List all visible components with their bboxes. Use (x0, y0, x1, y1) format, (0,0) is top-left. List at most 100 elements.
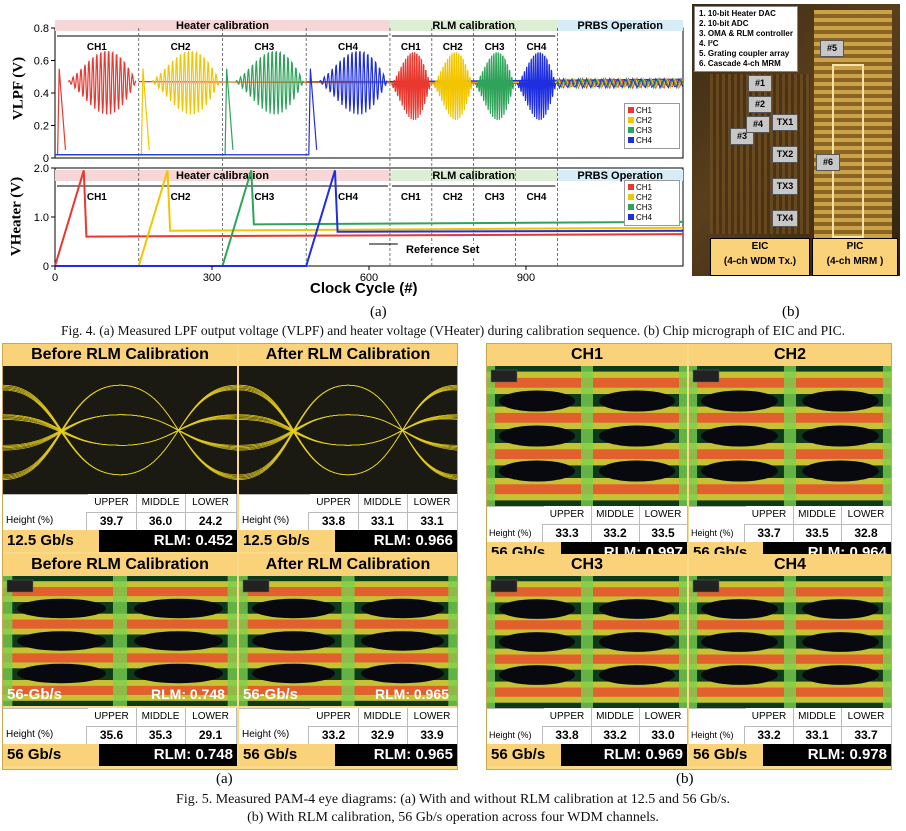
data-rate: 56 Gb/s (3, 744, 99, 766)
channel-label: CH4 (338, 42, 358, 53)
ylabel-vlpf: VLPF (V) (10, 56, 27, 121)
fig5-caption-line1: Fig. 5. Measured PAM-4 eye diagrams: (a)… (176, 792, 730, 807)
pic-waveguide (832, 64, 864, 238)
height-table: UPPER MIDDLE LOWER Height (%) 39.7 36.0 … (3, 494, 237, 531)
phase-band (55, 20, 390, 31)
chip-tag: #5 (820, 40, 844, 57)
reference-set-label: Reference Set (406, 244, 480, 256)
eye-pattern (487, 576, 687, 708)
channel-label: CH4 (526, 42, 546, 53)
vlpf-trace (235, 50, 304, 115)
channel-label: CH2 (171, 192, 191, 203)
ytick-label-top: 0.4 (34, 88, 49, 100)
eye-rate-label: 56-Gb/s (7, 686, 63, 703)
height-table: UPPER MIDDLE LOWER Height (%) 33.8 33.2 … (487, 708, 688, 745)
xtick-label: 300 (203, 272, 221, 284)
tx-tag: TX2 (772, 146, 798, 163)
height-table: UPPER MIDDLE LOWER Height (%) 33.2 33.1 … (689, 708, 892, 745)
chip-legend-item: 6. Cascade 4-ch MRM (699, 59, 781, 68)
chip-legend-item: 4. I²C (699, 39, 719, 48)
data-rate: 56 Gb/s (689, 744, 763, 766)
phase-band (557, 170, 683, 181)
fig5a-panel: Before RLM Calibration After RLM Calibra… (2, 343, 458, 770)
eye-rlm-label: RLM: 0.748 (151, 686, 225, 702)
ytick-label-top: 0.2 (34, 121, 49, 133)
eye-diagram (689, 366, 891, 506)
ytick-label-top: 0.6 (34, 56, 49, 68)
channel-label: CH1 (87, 42, 107, 53)
chip-tag: #4 (746, 116, 770, 133)
vlpf-prbs-trace (556, 76, 684, 90)
fig5-sub-a: (a) (216, 771, 233, 787)
height-table: UPPER MIDDLE LOWER Height (%) 33.8 33.1 … (239, 494, 458, 531)
channel-label: CH3 (485, 192, 505, 203)
fig4a-calibration-chart: Heater calibration RLM calibration PRBS Op… (34, 20, 684, 284)
ytick-label-bottom: 0 (43, 261, 49, 273)
vlpf-trace (55, 68, 318, 156)
pic-label: PIC (4-ch MRM ) (812, 238, 898, 276)
vheater-trace (54, 170, 684, 267)
tx-tag: TX4 (772, 210, 798, 227)
phase-label: Heater calibration (176, 20, 269, 32)
eye-rlm-label: RLM: 0.965 (375, 686, 449, 702)
data-rate: 12.5 Gb/s (239, 530, 335, 552)
eic-label: EIC (4-ch WDM Tx.) (710, 238, 810, 276)
ytick-label-top: 0.8 (34, 23, 49, 35)
fig4-caption: Fig. 4. (a) Measured LPF output voltage … (61, 323, 845, 338)
vlpf-rlm-trace (516, 52, 557, 121)
channel-label: CH3 (254, 192, 274, 203)
rlm-value: RLM: 0.969 (561, 744, 687, 766)
eye-header: Before RLM Calibration (3, 344, 237, 366)
vheater-trace (55, 170, 684, 267)
height-table: UPPER MIDDLE LOWER Height (%) 33.3 33.2 … (487, 506, 688, 543)
rlm-value: RLM: 0.978 (763, 744, 891, 766)
data-rate: 12.5 Gb/s (3, 530, 99, 552)
channel-label: CH4 (526, 192, 546, 203)
chip-legend-list: 1. 10-bit Heater DAC 2. 10-bit ADC 3. OM… (694, 6, 798, 72)
vlpf-rlm-trace (432, 52, 473, 121)
channel-label: CH3 (254, 42, 274, 53)
eye-pattern (689, 366, 891, 506)
vlpf-trace (151, 50, 221, 115)
xtick-label: 900 (517, 272, 535, 284)
eye-diagram: 56-Gb/s RLM: 0.748 (3, 576, 237, 706)
eye-pattern (487, 366, 687, 506)
phase-label: RLM calibration (432, 20, 515, 32)
rlm-value: RLM: 0.966 (335, 530, 457, 552)
eye-header: Before RLM Calibration (3, 554, 237, 576)
eye-header: After RLM Calibration (239, 344, 457, 366)
xtick-label: 600 (360, 272, 378, 284)
channel-label: CH1 (87, 192, 107, 203)
vlpf-rlm-trace (391, 52, 431, 121)
legend-item: CH3 (628, 203, 676, 213)
chip-legend-item: 2. 10-bit ADC (699, 19, 749, 28)
eye-pattern (239, 576, 457, 706)
eye-diagram (487, 576, 687, 708)
legend-item: CH2 (628, 116, 676, 126)
legend-top: CH1 CH2 CH3 CH4 (624, 103, 680, 149)
eye-diagram (3, 366, 237, 494)
eye-diagram (689, 576, 891, 708)
rlm-value: RLM: 0.748 (99, 744, 237, 766)
legend-item: CH1 (628, 106, 676, 116)
vlpf-trace (318, 50, 388, 115)
height-table: UPPER MIDDLE LOWER Height (%) 35.6 35.3 … (3, 708, 237, 745)
eye-header: CH2 (689, 344, 891, 366)
chip-tag: #2 (748, 96, 772, 113)
height-table: UPPER MIDDLE LOWER Height (%) 33.7 33.5 … (689, 506, 892, 543)
chip-tag: #1 (748, 75, 772, 92)
fig5-caption-line2: (b) With RLM calibration, 56 Gb/s operat… (247, 810, 659, 825)
eye-diagram (239, 366, 457, 494)
chip-legend-item: 1. 10-bit Heater DAC (699, 9, 776, 18)
height-table: UPPER MIDDLE LOWER Height (%) 33.2 32.9 … (239, 708, 458, 745)
eye-pattern (689, 576, 891, 708)
fig5b-panel: CH1 CH2 UPPER MIDDLE LOWER Height (%) 33… (486, 343, 892, 770)
vlpf-rlm-trace (474, 52, 515, 121)
eye-header: CH3 (487, 554, 687, 576)
chip-legend-item: 3. OMA & RLM controller (699, 29, 793, 38)
legend-item: CH1 (628, 183, 676, 193)
data-rate: 56 Gb/s (487, 744, 561, 766)
vlpf-trace (67, 50, 137, 115)
fig5-sub-b: (b) (676, 771, 694, 787)
channel-label: CH2 (171, 42, 191, 53)
